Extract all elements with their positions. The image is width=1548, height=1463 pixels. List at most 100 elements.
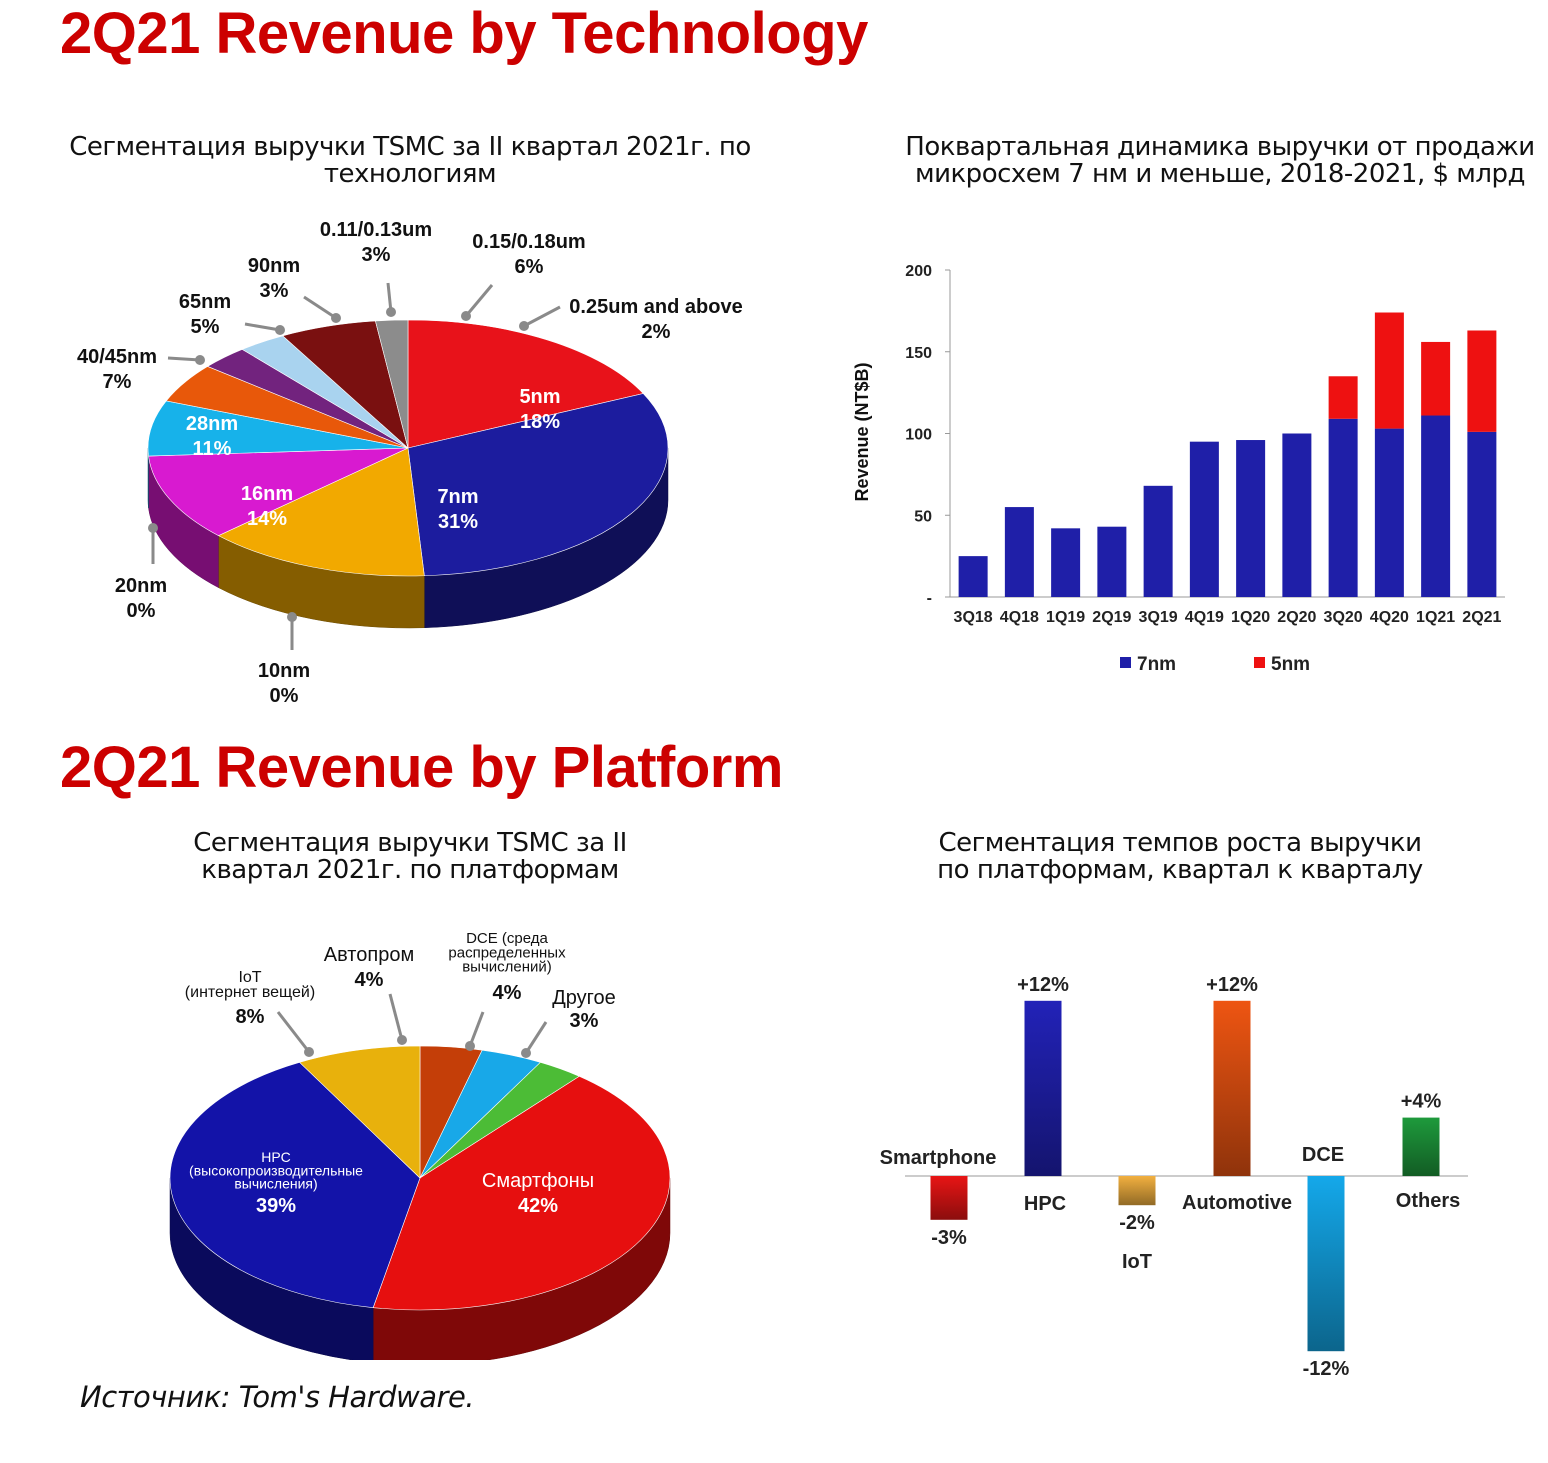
platform-label-dce-среда: распределенных xyxy=(448,944,566,961)
tech-leader-dot-10nm xyxy=(287,612,297,622)
platform-pie-chart: Смартфоны42%HPC(высокопроизводительныевы… xyxy=(169,930,671,1360)
growth-value-dce: -12% xyxy=(1303,1358,1350,1380)
nodes-x-tick-label: 2Q21 xyxy=(1462,609,1501,626)
platform-label-hpc: вычисления) xyxy=(234,1176,317,1192)
nodes-x-tick-label: 4Q19 xyxy=(1185,609,1224,626)
nodes-x-tick-label: 3Q18 xyxy=(954,609,993,626)
platform-label-hpc: HPC xyxy=(261,1149,291,1165)
tech-slice-16nm xyxy=(217,447,425,577)
nodes-bar-7nm-4Q20 xyxy=(1374,428,1404,597)
growth-category-iot: IoT xyxy=(1122,1251,1152,1273)
platform-value-автопром: 4% xyxy=(355,969,384,991)
nodes-bar-5nm-3Q20 xyxy=(1328,376,1358,419)
nodes-bar-7nm-4Q19 xyxy=(1189,441,1219,597)
tech-leader-65nm xyxy=(244,322,281,332)
platform-label-автопром: Автопром xyxy=(324,944,414,966)
nodes-x-tick-label: 1Q21 xyxy=(1416,609,1455,626)
tech-label-16nm: 16nm xyxy=(241,483,293,505)
nodes-y-tick-label: 200 xyxy=(905,263,932,280)
growth-category-automotive: Automotive xyxy=(1182,1192,1292,1214)
platform-leader-iot xyxy=(276,1011,311,1053)
tech-leader-dot-0-15-0-18um xyxy=(461,311,471,321)
platform-heading: 2Q21 Revenue by Platform xyxy=(60,735,783,800)
tech-value-28nm: 11% xyxy=(193,438,232,460)
growth-bar-others xyxy=(1402,1117,1440,1176)
platform-label-iot: IoT xyxy=(238,969,261,986)
technology-pie-chart: 5nm 18% 7nm 31% 10nm 0% 20nm 0% 16nm 14% 28nm 11% 40… xyxy=(77,219,743,707)
platform-leader-dot-dce-среда xyxy=(465,1041,475,1051)
growth-value-smartphone: -3% xyxy=(931,1227,967,1249)
growth-category-smartphone: Smartphone xyxy=(880,1147,997,1169)
platform-label-dce-среда: вычислений) xyxy=(462,959,552,976)
platform-leader-dot-автопром xyxy=(397,1035,407,1045)
tech-leader-dot-90nm xyxy=(331,313,341,323)
tech-label-7nm: 7nm xyxy=(437,486,478,508)
platform-label-смартфоны: Смартфоны xyxy=(482,1170,594,1192)
legend-swatch-5nm xyxy=(1254,657,1265,668)
growth-value-automotive: +12% xyxy=(1206,974,1258,996)
tech-value-20nm: 0% xyxy=(127,600,156,622)
legend-label-7nm: 7nm xyxy=(1137,654,1176,675)
tech-slice-0-25um-and-above xyxy=(375,319,409,449)
nodes-y-tick-label: 50 xyxy=(914,508,932,525)
platform-slice-смартфоны xyxy=(372,1075,671,1311)
tech-pie-title: Сегментация выручки TSMC за II квартал 2… xyxy=(69,132,751,189)
nodes-y-tick-label: - xyxy=(927,590,932,607)
nodes-bar-7nm-1Q21 xyxy=(1421,415,1451,597)
nodes-x-tick-label: 2Q20 xyxy=(1277,609,1316,626)
legend-label-5nm: 5nm xyxy=(1271,654,1310,675)
nodes-y-tick-label: 100 xyxy=(905,427,932,444)
tech-side xyxy=(147,447,669,629)
platform-label-dce-среда: DCE (среда xyxy=(466,930,548,947)
tech-value-0-11-0-13um: 3% xyxy=(362,244,391,266)
nodes-bar-5nm-4Q20 xyxy=(1374,312,1404,429)
nodes-x-tick-label: 2Q19 xyxy=(1092,609,1131,626)
tech-leader-dot-65nm xyxy=(275,325,285,335)
platform-value-hpc: 39% xyxy=(256,1195,296,1217)
nodes-bar-7nm-3Q19 xyxy=(1143,485,1173,597)
growth-value-hpc: +12% xyxy=(1017,974,1069,996)
tech-leader-dot-20nm xyxy=(148,523,158,533)
tech-slice-28nm xyxy=(148,447,409,536)
nodes-x-tick-label: 1Q19 xyxy=(1046,609,1085,626)
growth-value-others: +4% xyxy=(1401,1091,1442,1113)
nodes-x-tick-label: 3Q20 xyxy=(1324,609,1363,626)
tech-label-0-11-0-13um: 0.11/0.13um xyxy=(320,219,432,241)
nodes-bar-title: Поквартальная динамика выручки от продаж… xyxy=(905,132,1535,189)
tech-label-28nm: 28nm xyxy=(186,413,238,435)
tech-value-40-45nm: 7% xyxy=(103,371,132,393)
platform-value-iot: 8% xyxy=(236,1006,265,1028)
nodes-bar-7nm-2Q19 xyxy=(1097,526,1127,597)
nodes-x-tick-label: 3Q19 xyxy=(1139,609,1178,626)
platform-pie-title: Сегментация выручки TSMC за II квартал 2… xyxy=(193,828,627,885)
growth-value-iot: -2% xyxy=(1119,1212,1155,1234)
nodes-y-tick-label: 150 xyxy=(905,345,932,362)
nodes-bar-7nm-1Q19 xyxy=(1051,528,1081,597)
growth-category-others: Others xyxy=(1396,1190,1460,1212)
tech-slice-40-45nm xyxy=(147,400,409,457)
growth-category-hpc: HPC xyxy=(1024,1193,1066,1215)
nodes-x-tick-label: 4Q20 xyxy=(1370,609,1409,626)
tech-leader-dot-0-11-0-13um xyxy=(386,307,396,317)
growth-category-dce: DCE xyxy=(1302,1144,1344,1166)
tech-label-5nm: 5nm xyxy=(519,386,560,408)
platform-slice-iot xyxy=(298,1045,421,1179)
tech-leader-90nm xyxy=(303,295,337,320)
tech-slice-5nm xyxy=(407,319,644,449)
platform-label-hpc: (высокопроизводительные xyxy=(189,1162,363,1178)
nodes-bar-7nm-2Q20 xyxy=(1282,433,1312,597)
platform-leader-автопром xyxy=(388,993,404,1041)
source-note: Источник: Tom's Hardware. xyxy=(80,1380,475,1414)
platform-slice-hpc xyxy=(169,1061,421,1308)
platform-leader-другое xyxy=(524,1021,548,1054)
tech-label-0-25um-and-above: 0.25um and above xyxy=(569,296,742,318)
nodes-x-tick-label: 4Q18 xyxy=(1000,609,1039,626)
growth-bar-title: Сегментация темпов роста выручки по плат… xyxy=(937,828,1423,885)
tech-label-10nm: 10nm xyxy=(258,660,310,682)
growth-bar-smartphone xyxy=(930,1176,968,1220)
nodes-bar-5nm-1Q21 xyxy=(1421,341,1451,416)
platform-value-dce-среда: 4% xyxy=(493,982,522,1004)
platform-growth-bar-chart: -3% Smartphone +12% HPC -2% IoT +12% Automotive… xyxy=(880,974,1468,1380)
nodes-bar-5nm-2Q21 xyxy=(1467,330,1497,432)
tech-label-20nm: 20nm xyxy=(115,575,167,597)
